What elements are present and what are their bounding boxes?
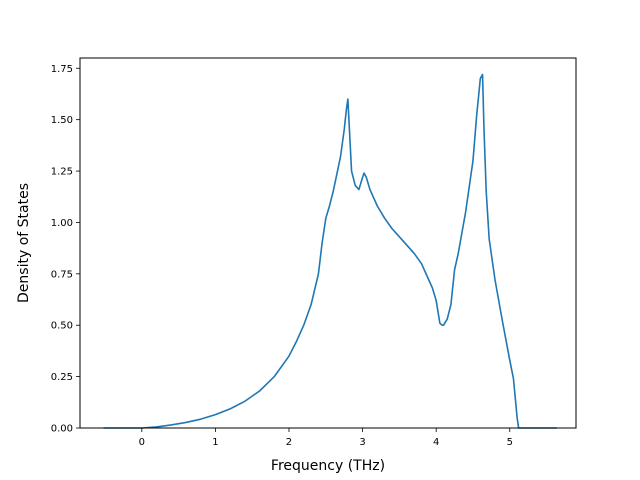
x-tick-label: 5 [507, 437, 513, 448]
y-tick-label: 1.75 [51, 64, 73, 75]
y-axis-label: Density of States [16, 183, 32, 303]
plot-area [103, 73, 557, 429]
y-tick-label: 0.50 [51, 321, 73, 332]
x-tick-label: 3 [359, 437, 365, 448]
y-tick-label: 0.25 [51, 372, 73, 383]
x-tick-label: 4 [433, 437, 439, 448]
axes-frame [79, 57, 577, 429]
y-tick-label: 0.00 [51, 424, 73, 435]
y-tick-label: 1.50 [51, 115, 73, 126]
x-tick-label: 2 [286, 437, 292, 448]
y-tick-label: 0.75 [51, 269, 73, 280]
y-axis-ticks: 0.00 0.25 0.50 0.75 1.00 1.25 1.50 1.75 [51, 64, 80, 435]
x-axis-label: Frequency (THz) [271, 458, 385, 474]
series-line-0 [103, 73, 557, 429]
x-axis-ticks: 0 1 2 3 4 5 [139, 428, 513, 448]
x-tick-label: 0 [139, 437, 145, 448]
y-tick-label: 1.25 [51, 167, 73, 178]
y-tick-label: 1.00 [51, 218, 73, 229]
x-tick-label: 1 [212, 437, 218, 448]
